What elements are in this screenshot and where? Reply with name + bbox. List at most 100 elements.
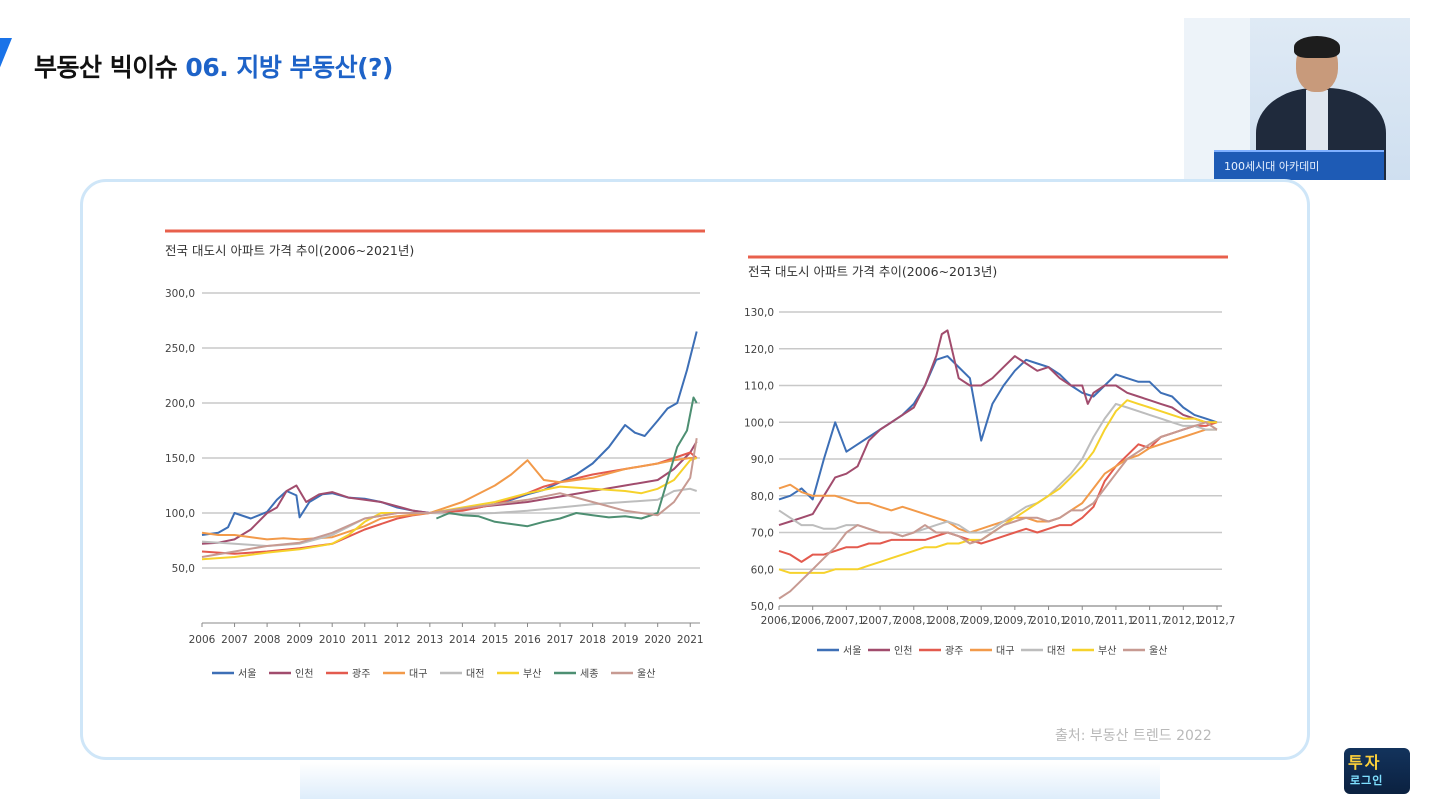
speaker-hair bbox=[1294, 36, 1340, 58]
series-line-세종 bbox=[436, 396, 698, 528]
legend-item: 세종 bbox=[554, 668, 598, 680]
x-tick-label: 2014 bbox=[449, 634, 476, 646]
legend-item: 대전 bbox=[1021, 645, 1065, 657]
x-tick-label: 2006 bbox=[189, 634, 216, 646]
legend-label: 대구 bbox=[996, 645, 1014, 657]
x-tick-label: 2015 bbox=[482, 634, 509, 646]
legend-label: 대전 bbox=[1047, 645, 1065, 657]
legend-label: 광주 bbox=[945, 645, 963, 657]
legend-label: 대구 bbox=[409, 668, 427, 680]
legend-item: 울산 bbox=[611, 668, 655, 680]
legend-item: 광주 bbox=[919, 645, 963, 657]
source-caption: 출처: 부동산 트렌드 2022 bbox=[1055, 728, 1212, 744]
series-line-대전 bbox=[778, 402, 1217, 538]
y-tick-label: 110,0 bbox=[744, 381, 774, 393]
x-tick-label: 2007 bbox=[221, 634, 248, 646]
logo-line2: 로그인 bbox=[1350, 774, 1384, 787]
y-tick-label: 100,0 bbox=[165, 508, 195, 520]
x-tick-label: 2016 bbox=[514, 634, 541, 646]
x-tick-label: 2007,1 bbox=[828, 615, 865, 627]
legend-item: 대구 bbox=[383, 668, 427, 680]
chart-card bbox=[80, 179, 1310, 760]
x-tick-label: 2020 bbox=[644, 634, 671, 646]
legend-label: 서울 bbox=[238, 668, 256, 680]
x-tick-label: 2010 bbox=[319, 634, 346, 646]
y-tick-label: 80,0 bbox=[751, 491, 774, 503]
x-tick-label: 2018 bbox=[579, 634, 606, 646]
y-tick-label: 100,0 bbox=[744, 417, 774, 429]
y-tick-label: 90,0 bbox=[751, 454, 774, 466]
x-tick-label: 2012 bbox=[384, 634, 411, 646]
chart-title: 전국 대도시 아파트 가격 추이(2006~2021년) bbox=[165, 243, 414, 258]
legend-item: 대전 bbox=[440, 668, 484, 680]
legend-label: 울산 bbox=[1149, 645, 1167, 657]
y-tick-label: 200,0 bbox=[165, 398, 195, 410]
series-line-서울 bbox=[778, 355, 1218, 501]
series-line-서울 bbox=[201, 331, 698, 536]
x-tick-label: 2012,1 bbox=[1165, 615, 1202, 627]
series-line-인천 bbox=[201, 440, 698, 545]
legend-label: 인천 bbox=[894, 645, 912, 657]
legend-item: 서울 bbox=[817, 645, 861, 657]
title-accent-mark bbox=[0, 38, 12, 82]
x-tick-label: 2017 bbox=[547, 634, 574, 646]
series-line-인천 bbox=[778, 329, 1217, 527]
y-tick-label: 150,0 bbox=[165, 453, 195, 465]
slide-title-prefix: 부동산 빅이슈 bbox=[34, 53, 186, 82]
podium-sign: 100세시대 아카데미 bbox=[1224, 160, 1320, 173]
x-tick-label: 2019 bbox=[612, 634, 639, 646]
legend-item: 울산 bbox=[1123, 645, 1167, 657]
x-tick-label: 2011,1 bbox=[1098, 615, 1135, 627]
legend-label: 부산 bbox=[1098, 645, 1116, 657]
y-tick-label: 50,0 bbox=[751, 601, 774, 613]
legend-label: 대전 bbox=[466, 668, 484, 680]
y-tick-label: 120,0 bbox=[744, 344, 774, 356]
x-tick-label: 2007,7 bbox=[862, 615, 899, 627]
y-tick-label: 60,0 bbox=[751, 564, 774, 576]
x-tick-label: 2006,7 bbox=[794, 615, 831, 627]
x-tick-label: 2013 bbox=[416, 634, 443, 646]
x-tick-label: 2009,7 bbox=[996, 615, 1033, 627]
legend-item: 광주 bbox=[326, 668, 370, 680]
y-tick-label: 70,0 bbox=[751, 528, 774, 540]
legend-item: 서울 bbox=[212, 668, 256, 680]
y-tick-label: 130,0 bbox=[744, 307, 774, 319]
speaker-video: 100세시대 아카데미 bbox=[1184, 18, 1410, 180]
chart-2006-2021: 전국 대도시 아파트 가격 추이(2006~2021년) 300,0 250,0 20… bbox=[165, 229, 705, 680]
series-line-울산 bbox=[778, 421, 1218, 600]
y-tick-label: 300,0 bbox=[165, 288, 195, 300]
x-tick-label: 2009 bbox=[286, 634, 313, 646]
series-line-대구 bbox=[778, 428, 1217, 534]
x-tick-label: 2010,7 bbox=[1064, 615, 1101, 627]
x-tick-label: 2012,7 bbox=[1199, 615, 1236, 627]
series-line-대구 bbox=[201, 457, 697, 541]
bottom-glow-decoration bbox=[300, 762, 1160, 799]
legend-item: 부산 bbox=[1072, 645, 1116, 657]
speaker-shirt bbox=[1306, 90, 1328, 160]
x-tick-label: 2010,1 bbox=[1030, 615, 1067, 627]
legend-label: 서울 bbox=[843, 645, 861, 657]
legend-label: 울산 bbox=[637, 668, 655, 680]
slide-title: 부동산 빅이슈 06. 지방 부동산(?) bbox=[34, 48, 393, 84]
podium bbox=[1214, 150, 1384, 180]
legend-label: 부산 bbox=[523, 668, 541, 680]
legend-item: 인천 bbox=[868, 645, 912, 657]
x-tick-label: 2021 bbox=[677, 634, 704, 646]
y-tick-label: 50,0 bbox=[172, 563, 195, 575]
channel-logo: 투자 로그인 bbox=[1344, 748, 1410, 794]
legend-label: 인천 bbox=[295, 668, 313, 680]
series-line-부산 bbox=[201, 457, 698, 561]
x-tick-label: 2011 bbox=[351, 634, 378, 646]
x-tick-label: 2011,7 bbox=[1131, 615, 1168, 627]
legend-item: 대구 bbox=[970, 645, 1014, 657]
y-tick-label: 250,0 bbox=[165, 343, 195, 355]
x-tick-label: 2008,7 bbox=[929, 615, 966, 627]
slide-title-highlight: 06. 지방 부동산(?) bbox=[185, 53, 393, 82]
chart-2006-2013: 전국 대도시 아파트 가격 추이(2006~2013년) 130,0 120,0 11… bbox=[744, 255, 1236, 657]
legend-item: 인천 bbox=[269, 668, 313, 680]
x-tick-label: 2009,1 bbox=[963, 615, 1000, 627]
series-line-울산 bbox=[201, 438, 698, 558]
chart-title: 전국 대도시 아파트 가격 추이(2006~2013년) bbox=[748, 264, 997, 279]
x-tick-label: 2008,1 bbox=[895, 615, 932, 627]
legend-item: 부산 bbox=[497, 668, 541, 680]
